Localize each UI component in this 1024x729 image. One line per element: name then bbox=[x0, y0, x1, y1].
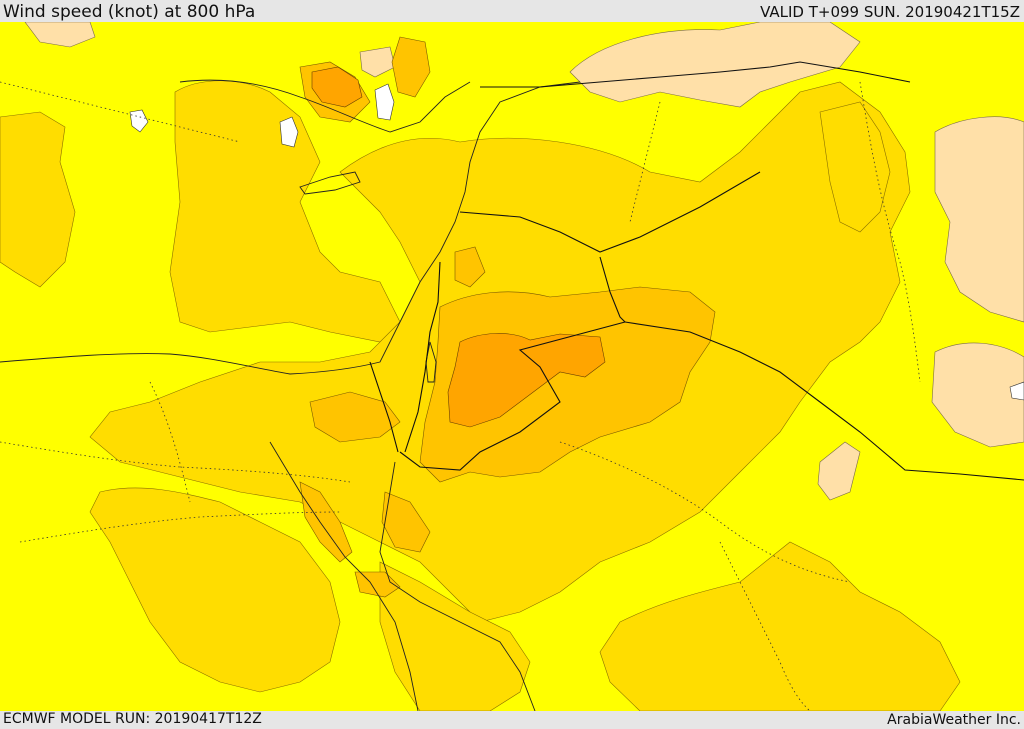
border-egypt-israel bbox=[369, 361, 399, 453]
fresh-zone-levant bbox=[454, 246, 486, 288]
model-run: ECMWF MODEL RUN: 20190417T12Z bbox=[3, 711, 262, 727]
moderate-zone-saudi-south bbox=[599, 541, 961, 711]
moderate-zone-redsea bbox=[379, 561, 531, 711]
valid-time: VALID T+099 SUN. 20190421T15Z bbox=[760, 3, 1020, 21]
calm-zone-east-small bbox=[817, 441, 861, 501]
low-patch-2 bbox=[374, 83, 395, 121]
fresh-zone-anatolia bbox=[391, 36, 431, 98]
low-patch-4 bbox=[1009, 381, 1024, 401]
moderate-zone-sinai bbox=[89, 487, 341, 693]
fresh-zone-gulf-aqaba bbox=[299, 481, 353, 563]
low-patch-3 bbox=[129, 109, 149, 133]
moderate-zone-west bbox=[0, 111, 76, 288]
border-saudi-iraq bbox=[624, 321, 1024, 481]
coastline-gulf-aqaba bbox=[379, 461, 536, 711]
coastline-med bbox=[0, 81, 581, 375]
coastline-turkey bbox=[179, 79, 471, 133]
admin-boundary-5 bbox=[629, 101, 661, 223]
border-syria-iraq bbox=[480, 61, 911, 88]
calm-zone-east bbox=[934, 116, 1024, 323]
moderate-zone-egypt bbox=[169, 80, 401, 343]
border-jordan-iraq bbox=[459, 171, 761, 253]
moderate-zone-east-strip bbox=[819, 101, 891, 233]
map-canvas bbox=[0, 22, 1024, 711]
admin-boundary-7 bbox=[149, 381, 191, 503]
coastline-gulf-suez bbox=[269, 441, 419, 711]
map-footer: ECMWF MODEL RUN: 20190417T12Z ArabiaWeat… bbox=[0, 711, 1024, 729]
admin-boundary-6 bbox=[859, 81, 921, 383]
coastline-cyprus bbox=[299, 171, 361, 195]
border-jordan-saudi bbox=[399, 256, 627, 471]
calm-zone-northwest bbox=[24, 22, 96, 48]
calm-zone-southeast bbox=[931, 342, 1024, 448]
map-header: Wind speed (knot) at 800 hPa VALID T+099… bbox=[0, 0, 1024, 22]
low-patch-1 bbox=[279, 116, 299, 148]
border-israel-jordan bbox=[404, 261, 441, 453]
strong-zone-jordan bbox=[447, 333, 606, 428]
admin-boundary-4 bbox=[719, 541, 811, 711]
calm-zone-north bbox=[569, 22, 861, 108]
admin-boundary-1 bbox=[0, 441, 351, 483]
fresh-zone-negev bbox=[309, 391, 401, 443]
wind-speed-map[interactable] bbox=[0, 22, 1024, 711]
fresh-zone-hejaz bbox=[381, 491, 431, 553]
credit-text: ArabiaWeather Inc. bbox=[887, 712, 1021, 728]
calm-zone-cyprus bbox=[359, 46, 396, 78]
strong-zone-north bbox=[311, 66, 363, 108]
map-title: Wind speed (knot) at 800 hPa bbox=[3, 2, 256, 22]
